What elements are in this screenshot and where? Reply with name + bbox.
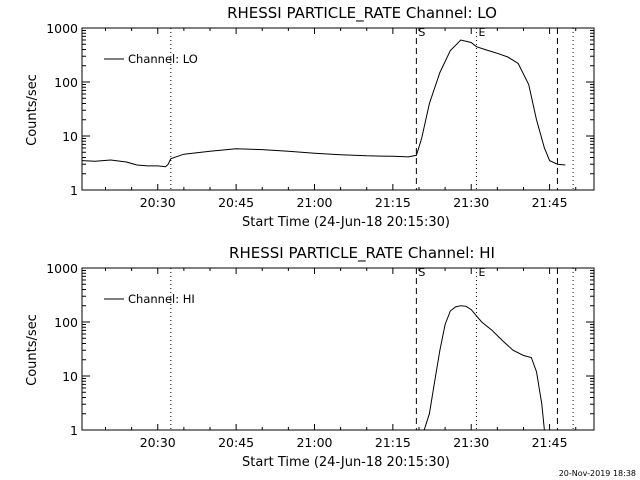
y-tick-label: 1000 [46,261,78,276]
x-tick-label: 21:30 [453,435,489,450]
y-tick-label: 10 [62,369,78,384]
chart-title: RHESSI PARTICLE_RATE Channel: HI [229,244,495,263]
x-tick-label: 20:45 [218,435,254,450]
plot-border [81,27,595,191]
x-tick-label: 20:30 [140,435,176,450]
x-tick-label: 21:15 [375,195,411,210]
x-tick-label: 21:30 [453,195,489,210]
x-tick-label: 21:00 [296,435,332,450]
legend-entry: Channel: LO [128,52,198,66]
time-marker-label: S [418,266,425,279]
x-tick-label: 21:15 [375,435,411,450]
y-axis-label: Counts/sec [25,74,40,146]
y-axis-label: Counts/sec [25,314,40,386]
x-tick-label: 21:45 [532,195,568,210]
chart-title: RHESSI PARTICLE_RATE Channel: LO [227,4,497,23]
x-tick-label: 21:00 [296,195,332,210]
tick-labels: 20:30 20:45 21:00 21:15 21:30 21:45 1 10 100 1000 [46,261,567,450]
chart-panel-lo: RHESSI PARTICLE_RATE Channel: LO Start T… [25,4,595,230]
time-marker-label: S [418,26,425,39]
legend: Channel: LO [104,52,198,66]
chart-panel-hi: RHESSI PARTICLE_RATE Channel: HI Start T… [25,244,595,470]
tick-labels: 20:30 20:45 21:00 21:15 21:30 21:45 1 10 100 1000 [46,21,567,210]
series-line-lo [81,39,566,168]
x-axis-label: Start Time (24-Jun-18 20:15:30) [242,455,450,470]
x-tick-label: 21:45 [532,435,568,450]
y-tick-label: 100 [54,315,78,330]
x-axis-label: Start Time (24-Jun-18 20:15:30) [242,215,450,230]
time-marker-label: E [478,266,485,279]
y-tick-label: 1 [70,183,78,198]
plot-frame [81,27,595,191]
footer-timestamp: 20-Nov-2019 18:38 [559,469,636,478]
y-tick-label: 100 [54,75,78,90]
y-tick-label: 1 [70,423,78,438]
x-tick-label: 20:30 [140,195,176,210]
plot-border [81,267,595,431]
series-line-hi [423,305,545,431]
x-tick-label: 20:45 [218,195,254,210]
y-tick-label: 10 [62,129,78,144]
legend: Channel: HI [104,292,195,306]
y-tick-label: 1000 [46,21,78,36]
legend-entry: Channel: HI [128,292,195,306]
plot-frame [81,267,595,431]
time-marker-label: E [478,26,485,39]
